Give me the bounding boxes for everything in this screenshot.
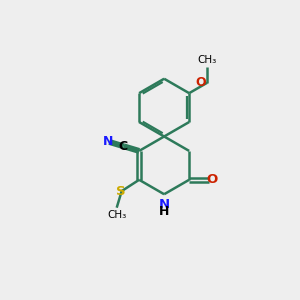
Text: N: N (159, 198, 170, 212)
Text: O: O (195, 76, 206, 89)
Text: O: O (207, 173, 218, 186)
Text: CH₃: CH₃ (197, 55, 217, 65)
Text: N: N (103, 136, 113, 148)
Text: CH₃: CH₃ (107, 211, 126, 220)
Text: S: S (116, 184, 125, 198)
Text: H: H (159, 205, 169, 218)
Text: C: C (118, 140, 127, 154)
